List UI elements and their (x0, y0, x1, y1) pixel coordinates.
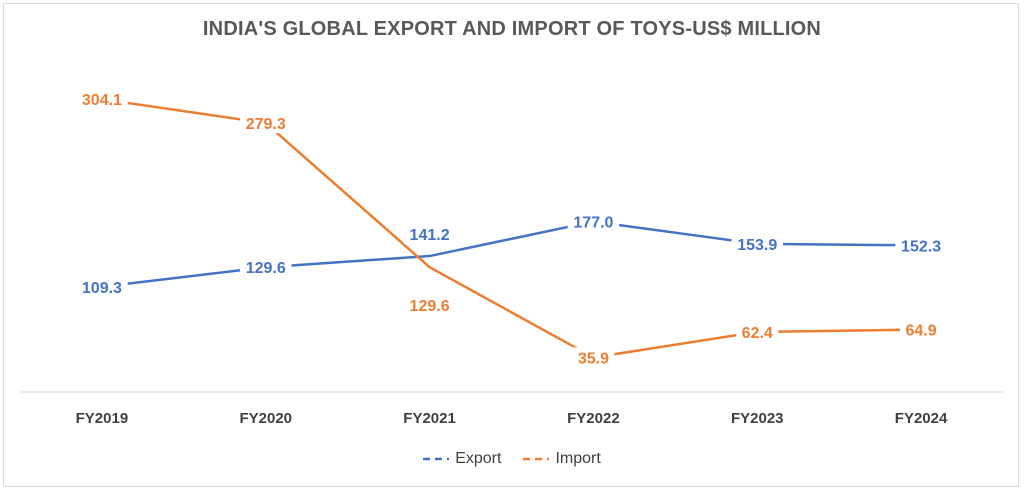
x-tick-label: FY2022 (567, 410, 620, 427)
legend-swatch-import (523, 457, 550, 461)
data-label-export: 109.3 (82, 280, 122, 297)
x-tick-label: FY2023 (731, 410, 784, 427)
data-label-import: 62.4 (742, 325, 773, 342)
data-label-bg (567, 211, 620, 232)
data-label-bg (895, 235, 947, 256)
x-tick-label: FY2021 (403, 410, 456, 427)
data-label-import: 64.9 (906, 323, 937, 340)
data-label-export: 177.0 (573, 215, 613, 232)
chart-legend: Export Import (0, 450, 1024, 468)
data-label-bg (76, 89, 128, 110)
data-label-import: 279.3 (246, 116, 286, 133)
data-label-export: 152.3 (901, 238, 941, 255)
data-label-bg (403, 224, 456, 245)
data-label-bg (240, 113, 292, 134)
legend-item-export: Export (423, 450, 501, 468)
legend-item-import: Import (523, 450, 601, 468)
data-label-import: 35.9 (578, 350, 609, 367)
data-label-import: 304.1 (82, 92, 122, 109)
data-label-import: 129.6 (410, 298, 450, 315)
data-label-bg (240, 257, 292, 278)
series-line-export (100, 220, 923, 289)
data-label-export: 153.9 (737, 237, 777, 254)
x-tick-label: FY2024 (895, 410, 948, 427)
data-label-export: 129.6 (246, 260, 286, 277)
x-tick-label: FY2020 (239, 410, 292, 427)
data-label-bg (403, 295, 456, 316)
x-tick-label: FY2019 (76, 410, 129, 427)
series-line-import (100, 97, 923, 359)
data-label-bg (572, 347, 615, 368)
data-label-export: 141.2 (410, 227, 450, 244)
chart-title: INDIA'S GLOBAL EXPORT AND IMPORT OF TOYS… (202, 18, 822, 40)
data-label-bg (731, 233, 783, 254)
data-label-bg (76, 276, 128, 297)
legend-label-import: Import (555, 450, 601, 467)
legend-swatch-export (423, 457, 450, 461)
data-label-bg (900, 319, 943, 340)
data-label-bg (736, 321, 779, 342)
legend-label-export: Export (455, 450, 502, 467)
